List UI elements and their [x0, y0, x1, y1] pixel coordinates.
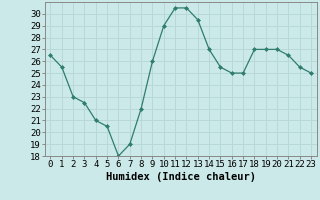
- X-axis label: Humidex (Indice chaleur): Humidex (Indice chaleur): [106, 172, 256, 182]
